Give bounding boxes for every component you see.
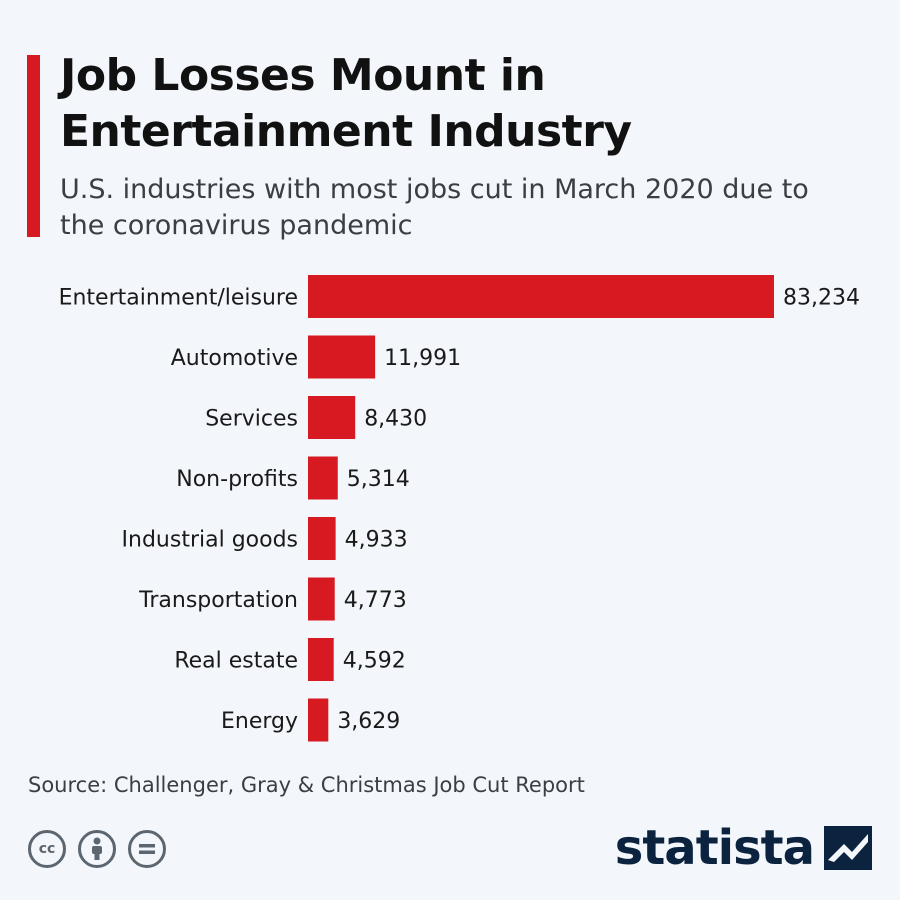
bar bbox=[308, 638, 334, 681]
source-note: Source: Challenger, Gray & Christmas Job… bbox=[28, 773, 585, 797]
category-label: Automotive bbox=[171, 346, 298, 371]
bar-chart: Entertainment/leisure 83,234 Automotive 11,… bbox=[59, 275, 860, 742]
bar bbox=[308, 517, 336, 560]
license-icons: cc bbox=[28, 830, 166, 868]
category-label: Industrial goods bbox=[122, 528, 298, 553]
nd-icon[interactable] bbox=[128, 830, 166, 868]
bar bbox=[308, 335, 376, 379]
bar bbox=[308, 577, 335, 621]
category-label: Entertainment/leisure bbox=[59, 286, 298, 311]
value-label: 11,991 bbox=[384, 346, 461, 371]
category-label: Services bbox=[205, 407, 298, 432]
statista-mark-icon bbox=[824, 826, 872, 870]
bar bbox=[308, 396, 356, 439]
value-label: 83,234 bbox=[783, 286, 860, 311]
category-label: Non-profits bbox=[176, 467, 298, 492]
value-label: 8,430 bbox=[364, 407, 427, 432]
bar bbox=[308, 698, 329, 742]
statista-logo[interactable]: statista bbox=[615, 820, 872, 876]
chart-title: Job Losses Mount in Entertainment Indust… bbox=[60, 50, 632, 157]
bar bbox=[308, 456, 338, 500]
bar bbox=[308, 275, 774, 318]
value-label: 3,629 bbox=[337, 709, 400, 734]
brand-name: statista bbox=[614, 820, 815, 876]
value-label: 4,773 bbox=[344, 588, 407, 613]
value-label: 5,314 bbox=[347, 467, 410, 492]
title-accent-bar bbox=[27, 55, 40, 237]
category-label: Energy bbox=[221, 709, 298, 734]
cc-icon[interactable]: cc bbox=[28, 830, 66, 868]
value-label: 4,933 bbox=[345, 528, 408, 553]
category-label: Real estate bbox=[174, 649, 298, 674]
chart-subtitle: U.S. industries with most jobs cut in Ma… bbox=[60, 174, 809, 241]
value-label: 4,592 bbox=[343, 649, 406, 674]
category-label: Transportation bbox=[138, 588, 298, 613]
by-icon[interactable] bbox=[78, 830, 116, 868]
